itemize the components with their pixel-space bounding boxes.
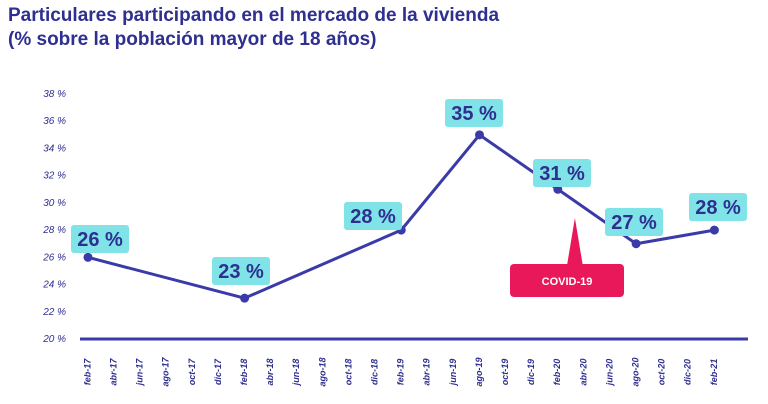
y-tick-label: 24 %: [42, 280, 66, 291]
y-tick-label: 38 %: [43, 89, 66, 100]
x-tick-label: jun-19: [448, 359, 458, 387]
data-point: [709, 225, 719, 235]
x-tick-label: feb-21: [709, 359, 719, 386]
x-tick-label: feb-20: [552, 359, 562, 386]
x-tick-label: abr-18: [265, 358, 275, 385]
x-tick-label: dic-20: [683, 359, 693, 385]
data-label-box: [689, 193, 747, 221]
x-tick-label: abr-19: [422, 358, 432, 385]
data-label: 35 %: [451, 103, 497, 125]
data-label-box: [533, 159, 591, 187]
chart-title: Particulares participando en el mercado …: [8, 5, 500, 26]
data-label: 31 %: [539, 163, 585, 185]
y-tick-label: 22 %: [42, 307, 66, 318]
y-tick-label: 30 %: [43, 198, 66, 209]
y-tick-label: 28 %: [42, 225, 66, 236]
x-tick-label: oct-20: [657, 359, 667, 386]
covid-annotation-pointer: [566, 218, 583, 266]
y-tick-label: 32 %: [43, 171, 66, 182]
data-label-box: [71, 225, 129, 253]
x-tick-label: oct-17: [187, 358, 197, 386]
data-point: [240, 293, 250, 303]
y-tick-label: 34 %: [43, 143, 66, 154]
x-tick-label: dic-18: [369, 359, 379, 385]
x-tick-label: abr-20: [578, 358, 588, 385]
x-tick-label: dic-19: [526, 359, 536, 385]
y-tick-label: 26 %: [42, 252, 66, 263]
x-tick-label: oct-19: [500, 359, 510, 386]
data-label: 27 %: [611, 212, 657, 234]
x-tick-label: feb-17: [82, 358, 92, 386]
covid-annotation-label: COVID-19: [542, 276, 593, 288]
covid-annotation-box: [510, 264, 624, 297]
data-label: 28 %: [350, 206, 396, 228]
x-tick-label: feb-19: [396, 359, 406, 386]
chart-subtitle: (% sobre la población mayor de 18 años): [8, 29, 377, 50]
x-tick-label: oct-18: [343, 359, 353, 386]
x-tick-label: jun-17: [135, 358, 145, 386]
x-tick-label: jun-20: [604, 359, 614, 387]
x-tick-label: ago-20: [630, 357, 640, 386]
x-tick-label: abr-17: [108, 358, 118, 386]
x-tick-label: feb-18: [239, 359, 249, 386]
x-tick-label: ago-19: [474, 357, 484, 386]
data-point: [83, 252, 93, 262]
x-tick-label: jun-18: [291, 359, 301, 387]
chart-title-block: Particulares participando en el mercado …: [8, 4, 499, 52]
data-point: [631, 239, 641, 249]
y-tick-label: 20 %: [42, 334, 66, 345]
x-tick-label: ago-18: [317, 357, 327, 386]
data-label-box: [445, 99, 503, 127]
data-point: [475, 130, 484, 140]
data-label-box: [212, 257, 270, 285]
data-label: 26 %: [77, 229, 123, 251]
data-label: 28 %: [695, 197, 741, 219]
y-tick-label: 36 %: [43, 116, 66, 127]
x-tick-label: dic-17: [213, 358, 223, 385]
data-label-box: [605, 208, 663, 236]
x-tick-label: ago-17: [161, 357, 171, 387]
data-label: 23 %: [218, 261, 264, 283]
data-label-box: [344, 202, 402, 230]
data-point: [553, 184, 563, 194]
